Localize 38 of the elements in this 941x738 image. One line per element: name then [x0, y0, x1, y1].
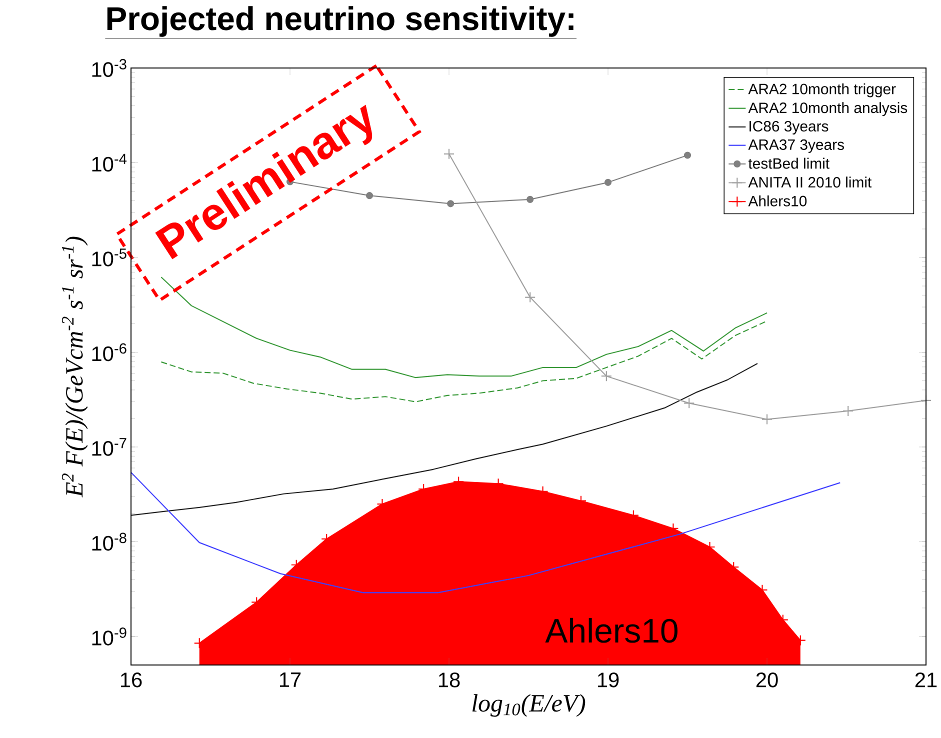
legend-label: IC86 3years: [750, 120, 828, 134]
line-series: [131, 362, 758, 516]
point: [526, 196, 534, 203]
point: [447, 200, 454, 208]
point: [684, 398, 695, 409]
y-tick-label: 10$^{-7}$: [92, 438, 126, 456]
point: [684, 152, 692, 159]
y-tick-label: 10$^{-9}$: [92, 628, 126, 646]
text: E$^{2}$ F(E)/(GeVcm$^{-2}$ s$^{-1}$ sr$^{-1}$): [62, 236, 88, 498]
point: [842, 405, 854, 417]
point: [524, 292, 536, 303]
x-tick-label: 18: [438, 672, 460, 688]
y-tick-label: 10$^{-4}$: [92, 154, 127, 172]
point: [761, 414, 773, 425]
point: [443, 148, 455, 160]
x-tick-label: 19: [598, 672, 619, 688]
point: [600, 370, 612, 382]
line-series: [160, 321, 766, 402]
line-series: [160, 276, 768, 378]
legend-label: ARA37 3years: [748, 139, 844, 153]
x-tick-label: 16: [120, 672, 142, 688]
legend-label: ANITA II 2010 limit: [748, 176, 872, 188]
x-axis-title: log$_{10}$(E/eV): [472, 694, 586, 717]
point: [604, 178, 612, 186]
y-tick-label: 10$^{-6}$: [92, 343, 126, 362]
legend-label: ARA2 10month trigger: [748, 83, 896, 98]
y-tick-label: 10$^{-5}$: [92, 248, 126, 266]
legend-label: ARA2 10month analysis: [748, 102, 908, 116]
legend-label: Ahlers10: [748, 195, 807, 206]
x-tick-label: 17: [280, 672, 301, 687]
y-tick-label: 10$^{-8}$: [92, 532, 126, 551]
line-series: [131, 472, 841, 594]
annotation: Ahlers10: [545, 618, 678, 643]
x-tick-label: 20: [756, 672, 778, 688]
y-tick-label: 10$^{-3}$: [92, 59, 126, 77]
chart-title: Projected neutrino sensitivity:: [107, 6, 574, 37]
x-tick-label: 21: [915, 672, 937, 688]
legend-label: testBed limit: [748, 158, 830, 169]
